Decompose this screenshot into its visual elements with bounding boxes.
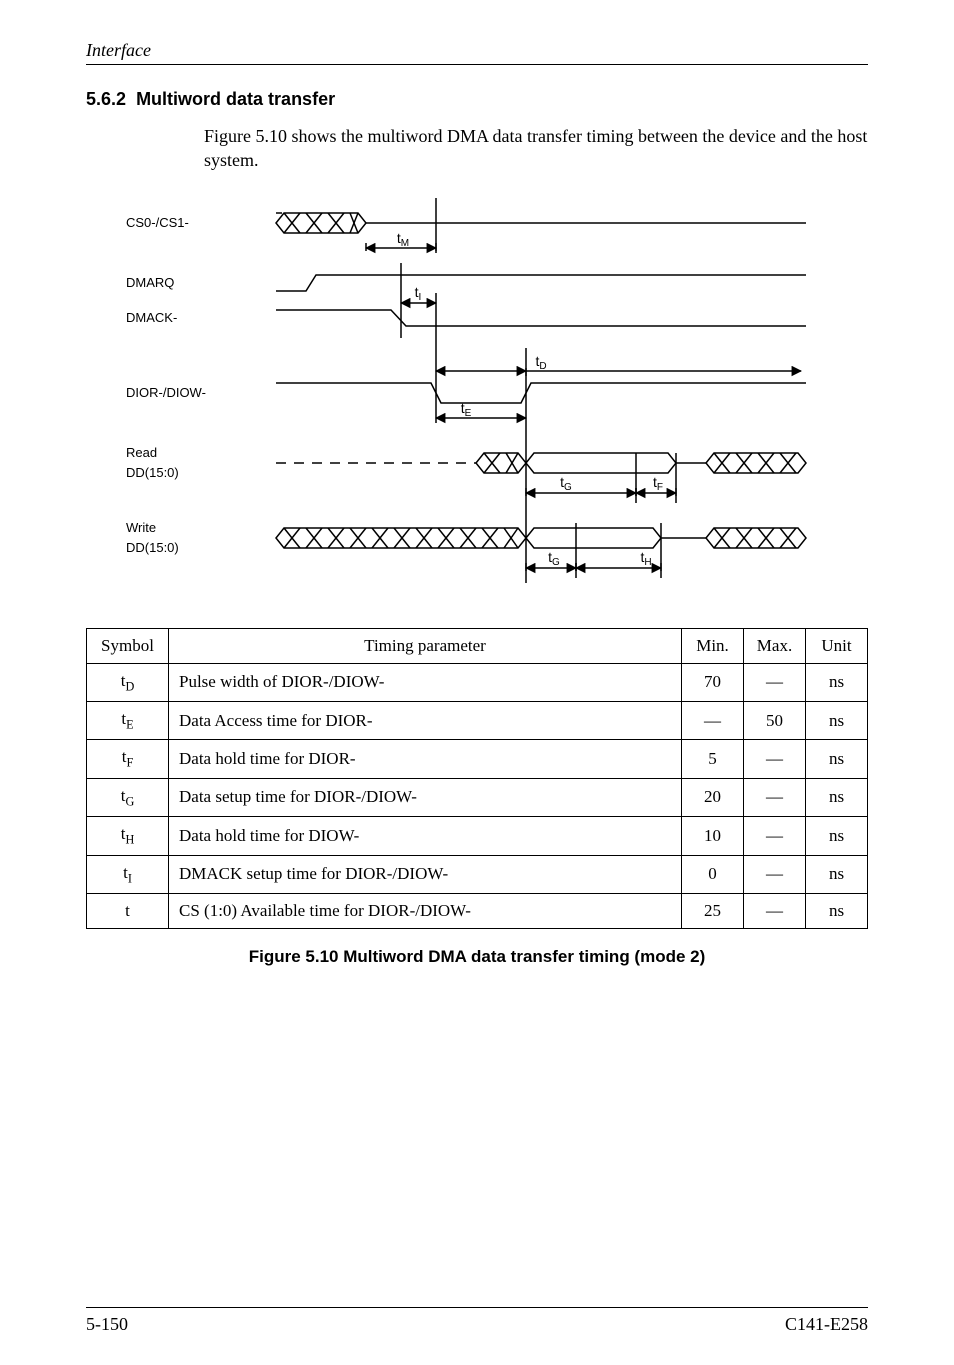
cell-min: 25 — [682, 893, 744, 928]
section-title: 5.6.2 Multiword data transfer — [86, 89, 868, 110]
cell-symbol: tF — [87, 740, 169, 778]
col-unit: Unit — [806, 628, 868, 663]
col-symbol: Symbol — [87, 628, 169, 663]
cell-min: 70 — [682, 663, 744, 701]
svg-text:tG: tG — [548, 549, 560, 568]
table-row: tGData setup time for DIOR-/DIOW-20—ns — [87, 778, 868, 816]
cell-symbol: tI — [87, 855, 169, 893]
timing-diagram: CS0-/CS1- DMARQ DMACK- DIOR-/DIOW- Read DD(15… — [106, 193, 868, 598]
table-row: tFData hold time for DIOR-5—ns — [87, 740, 868, 778]
cell-param: Data hold time for DIOR- — [169, 740, 682, 778]
svg-text:tF: tF — [653, 474, 663, 493]
page-footer: 5-150 C141-E258 — [86, 1307, 868, 1335]
svg-text:DMACK-: DMACK- — [126, 310, 177, 325]
cell-unit: ns — [806, 855, 868, 893]
svg-text:tH: tH — [640, 549, 651, 568]
cell-min: 0 — [682, 855, 744, 893]
cell-unit: ns — [806, 701, 868, 739]
cell-symbol: tG — [87, 778, 169, 816]
page-header: Interface — [86, 40, 868, 65]
cell-max: — — [744, 817, 806, 855]
table-row: tDPulse width of DIOR-/DIOW-70—ns — [87, 663, 868, 701]
footer-left: 5-150 — [86, 1314, 128, 1335]
svg-text:DD(15:0): DD(15:0) — [126, 540, 179, 555]
svg-text:tI: tI — [415, 284, 422, 303]
cell-unit: ns — [806, 778, 868, 816]
cell-unit: ns — [806, 740, 868, 778]
cell-param: Pulse width of DIOR-/DIOW- — [169, 663, 682, 701]
section-heading: Multiword data transfer — [136, 89, 335, 109]
cell-symbol: tH — [87, 817, 169, 855]
cell-unit: ns — [806, 817, 868, 855]
cell-max: — — [744, 893, 806, 928]
timing-table: Symbol Timing parameter Min. Max. Unit t… — [86, 628, 868, 929]
cell-symbol: t — [87, 893, 169, 928]
table-row: tIDMACK setup time for DIOR-/DIOW-0—ns — [87, 855, 868, 893]
svg-text:tG: tG — [560, 474, 572, 493]
cell-min: — — [682, 701, 744, 739]
cell-param: Data setup time for DIOR-/DIOW- — [169, 778, 682, 816]
svg-text:Read: Read — [126, 445, 157, 460]
cell-symbol: tE — [87, 701, 169, 739]
svg-text:DD(15:0): DD(15:0) — [126, 465, 179, 480]
cell-symbol: tD — [87, 663, 169, 701]
cell-unit: ns — [806, 893, 868, 928]
cell-param: Data Access time for DIOR- — [169, 701, 682, 739]
svg-text:tD: tD — [535, 353, 546, 372]
svg-text:tM: tM — [397, 230, 409, 249]
table-row: tHData hold time for DIOW-10—ns — [87, 817, 868, 855]
table-row: tCS (1:0) Available time for DIOR-/DIOW-… — [87, 893, 868, 928]
svg-text:CS0-/CS1-: CS0-/CS1- — [126, 215, 189, 230]
svg-text:Write: Write — [126, 520, 156, 535]
col-min: Min. — [682, 628, 744, 663]
section-number: 5.6.2 — [86, 89, 126, 109]
cell-min: 5 — [682, 740, 744, 778]
cell-param: DMACK setup time for DIOR-/DIOW- — [169, 855, 682, 893]
cell-max: 50 — [744, 701, 806, 739]
cell-max: — — [744, 663, 806, 701]
cell-param: CS (1:0) Available time for DIOR-/DIOW- — [169, 893, 682, 928]
col-param: Timing parameter — [169, 628, 682, 663]
cell-param: Data hold time for DIOW- — [169, 817, 682, 855]
cell-min: 20 — [682, 778, 744, 816]
footer-right: C141-E258 — [785, 1314, 868, 1335]
cell-min: 10 — [682, 817, 744, 855]
col-max: Max. — [744, 628, 806, 663]
cell-unit: ns — [806, 663, 868, 701]
svg-text:DIOR-/DIOW-: DIOR-/DIOW- — [126, 385, 206, 400]
table-row: tEData Access time for DIOR-—50ns — [87, 701, 868, 739]
table-header-row: Symbol Timing parameter Min. Max. Unit — [87, 628, 868, 663]
svg-text:DMARQ: DMARQ — [126, 275, 174, 290]
cell-max: — — [744, 778, 806, 816]
cell-max: — — [744, 740, 806, 778]
cell-max: — — [744, 855, 806, 893]
figure-caption: Figure 5.10 Multiword DMA data transfer … — [86, 947, 868, 967]
intro-paragraph: Figure 5.10 shows the multiword DMA data… — [204, 124, 868, 173]
